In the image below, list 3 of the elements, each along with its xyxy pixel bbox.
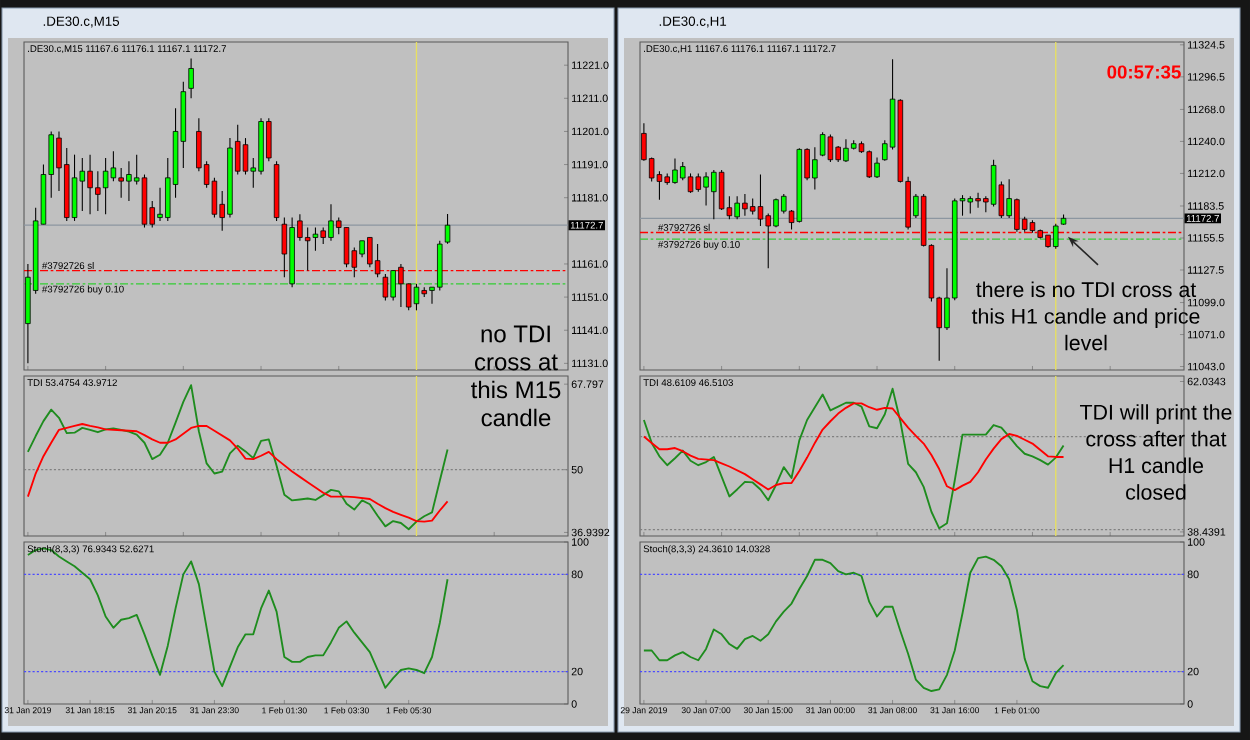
annotation: 00:57:35 [1107,65,1181,79]
annotation: TDI will print the cross after that H1 candle closed [1080,404,1232,500]
annotation: no TDI cross at this M15 candle [471,325,561,427]
